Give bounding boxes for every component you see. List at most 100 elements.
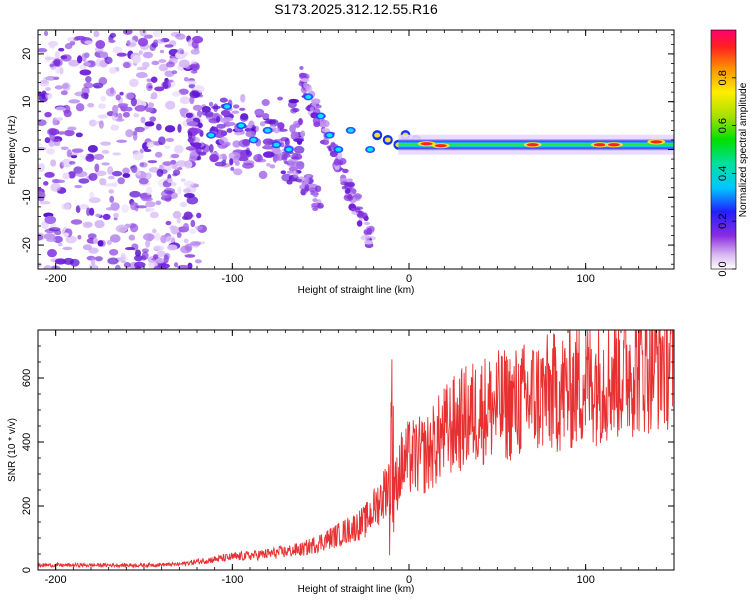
- heatmap-blob: [88, 197, 101, 204]
- heatmap-blob: [130, 97, 137, 107]
- band-hotspot: [650, 140, 663, 144]
- heatmap-blob: [129, 78, 139, 88]
- band-hotspot: [434, 144, 447, 148]
- heatmap-blob: [262, 151, 275, 158]
- dominant-frequency-band: [372, 130, 674, 155]
- heatmap-blob: [230, 166, 235, 172]
- heatmap-blob: [164, 70, 175, 77]
- heatmap-blob: [125, 129, 134, 138]
- heatmap-blob: [242, 162, 255, 169]
- heatmap-blob: [44, 215, 57, 225]
- heatmap-blob: [145, 201, 156, 208]
- heatmap-blob: [95, 40, 106, 49]
- heatmap-blob: [253, 154, 264, 162]
- heatmap-blob: [155, 200, 162, 206]
- heatmap-blob: [141, 61, 150, 68]
- heatmap-blob: [293, 145, 305, 154]
- heatmap-blob: [87, 145, 98, 153]
- heatmap-blob: [165, 235, 176, 244]
- heatmap-blob: [99, 178, 107, 186]
- heatmap-blob: [102, 213, 111, 221]
- heatmap-blob: [172, 173, 178, 177]
- heatmap-blob: [177, 48, 185, 55]
- colorbar-ticks: 0.0 0.2 0.4 0.6 0.8: [717, 70, 736, 277]
- heatmap-blob: [280, 170, 286, 175]
- band-hotspot: [593, 143, 606, 147]
- heatmap-blob: [292, 170, 299, 179]
- heatmap-blob: [137, 37, 149, 47]
- heatmap-core-center: [326, 133, 333, 138]
- heatmap-blob: [167, 244, 178, 251]
- band-transition-core: [374, 132, 381, 138]
- heatmap-blob: [87, 233, 97, 240]
- heatmap-blob: [191, 142, 202, 148]
- heatmap-blob: [71, 148, 84, 153]
- heatmap-blob: [143, 34, 153, 39]
- heatmap-blob: [126, 40, 131, 47]
- heatmap-blob: [216, 123, 226, 129]
- heatmap-blob: [188, 155, 198, 162]
- heatmap-blob: [125, 92, 135, 100]
- heatmap-blob: [70, 154, 78, 159]
- snr-xtick-label: -200: [45, 574, 67, 586]
- heatmap-blob: [88, 172, 98, 181]
- heatmap-blob: [220, 109, 231, 117]
- heatmap-blob: [299, 66, 304, 70]
- heatmap-blob: [117, 177, 125, 185]
- heatmap-blob: [141, 255, 147, 261]
- colorbar-gradient: [710, 29, 737, 270]
- heatmap-blob: [111, 170, 123, 177]
- heatmap-blob: [62, 172, 70, 180]
- heatmap-blob: [100, 95, 107, 102]
- heatmap-blob: [187, 137, 195, 143]
- heatmap-blob: [153, 245, 165, 251]
- heatmap-blob: [98, 120, 104, 129]
- heatmap-blob: [309, 106, 314, 112]
- heatmap-xlabel: Height of straight line (km): [298, 285, 415, 296]
- heatmap-blob: [320, 119, 330, 128]
- heatmap-blob: [286, 170, 295, 174]
- heatmap-blob: [141, 248, 149, 253]
- heatmap-blob: [122, 173, 131, 178]
- heatmap-blob: [208, 101, 214, 107]
- heatmap-blob: [175, 33, 186, 40]
- heatmap-blob: [298, 118, 303, 126]
- heatmap-blob: [109, 234, 121, 243]
- heatmap-blob: [227, 121, 234, 126]
- heatmap-blob: [170, 159, 177, 165]
- heatmap-blob: [211, 105, 221, 110]
- heatmap-blob: [97, 114, 108, 119]
- heatmap-blob: [45, 75, 56, 81]
- heatmap-blob: [62, 246, 73, 251]
- heatmap-blob: [50, 182, 61, 192]
- snr-ylabel: SNR (10 * v/v): [7, 418, 18, 482]
- heatmap-blob: [74, 184, 83, 189]
- heatmap-blob: [176, 232, 182, 238]
- heatmap-blob: [138, 105, 145, 110]
- heatmap-blob: [76, 55, 83, 64]
- heatmap-blob: [130, 201, 138, 211]
- heatmap-blob: [48, 40, 59, 47]
- heatmap-blob: [209, 153, 219, 163]
- heatmap-blob: [93, 153, 105, 161]
- heatmap-blob: [60, 55, 68, 60]
- heatmap-blob: [303, 82, 308, 89]
- heatmap-blob: [229, 158, 234, 166]
- heatmap-core-center: [347, 128, 354, 133]
- heatmap-blob: [58, 242, 63, 247]
- heatmap-blob: [300, 78, 310, 83]
- heatmap-core-center: [305, 94, 312, 99]
- heatmap-blob: [315, 185, 322, 193]
- heatmap-blob: [151, 60, 160, 66]
- heatmap-blob: [197, 151, 207, 156]
- heatmap-blob: [219, 97, 228, 103]
- heatmap-blob: [290, 131, 299, 141]
- heatmap-blob: [46, 238, 57, 242]
- heatmap-blob: [160, 235, 168, 244]
- heatmap-blob: [86, 207, 91, 217]
- heatmap-blob: [144, 172, 152, 180]
- heatmap-blob: [83, 62, 92, 67]
- heatmap-blob: [108, 189, 115, 194]
